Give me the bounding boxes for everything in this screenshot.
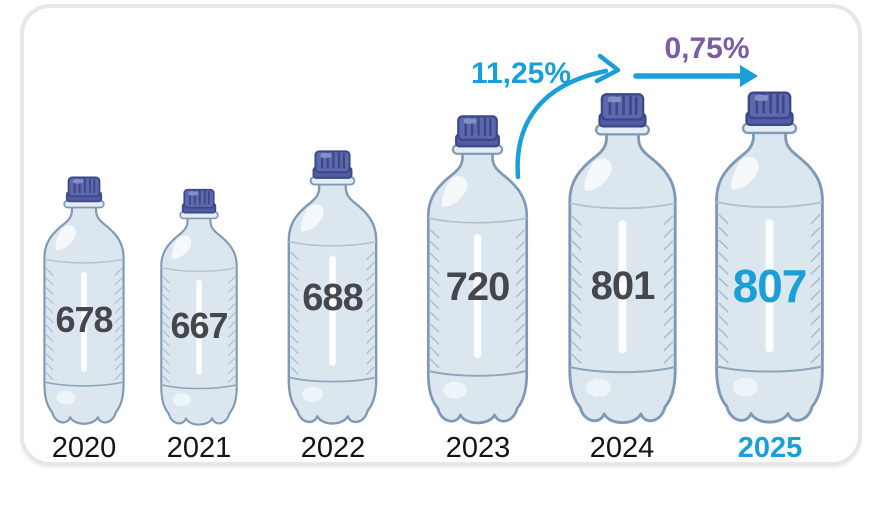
- water-bottle-icon: [568, 92, 677, 424]
- bottle-2021: 667: [158, 188, 240, 430]
- year-label-2020: 2020: [51, 432, 117, 464]
- value-label-2022: 688: [302, 276, 363, 319]
- year-label-2021: 2021: [166, 432, 232, 464]
- value-label-2023: 720: [445, 264, 511, 309]
- year-label-2024: 2024: [589, 432, 655, 464]
- year-label-2023: 2023: [445, 432, 511, 464]
- value-label-2025: 807: [732, 259, 808, 312]
- value-label-2021: 667: [170, 304, 228, 346]
- bottle-2020: 678: [41, 175, 127, 430]
- growth-pct-label-2024-2025: 0,75%: [664, 32, 750, 65]
- bottle-2023: 720: [424, 114, 531, 430]
- value-label-2020: 678: [55, 299, 113, 341]
- year-label-2022: 2022: [300, 432, 366, 464]
- value-label-2024: 801: [590, 264, 656, 308]
- growth-pct-label-2023-2024: 11,25%: [470, 57, 572, 90]
- bottle-2024: 801: [565, 92, 680, 430]
- year-label-2025: 2025: [737, 432, 803, 464]
- bottle-2025: 807: [712, 90, 827, 430]
- bottle-2022: 688: [285, 149, 380, 430]
